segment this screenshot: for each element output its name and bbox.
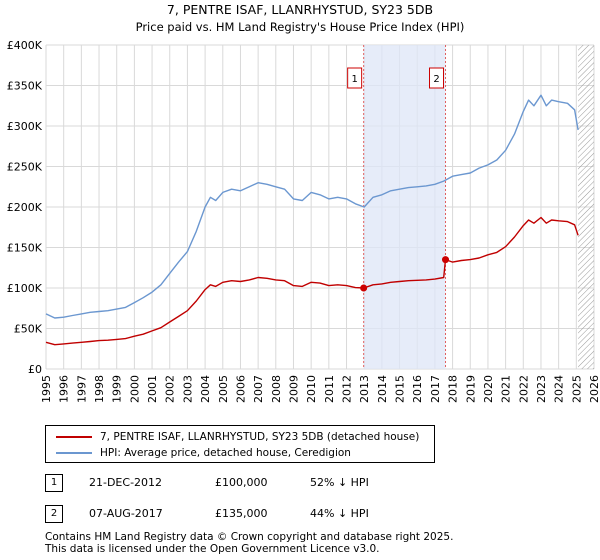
sale-marker-2 (442, 256, 450, 264)
y-tick-label-5: £250K (7, 161, 43, 174)
legend: 7, PENTRE ISAF, LLANRHYSTUD, SY23 5DB (d… (45, 425, 435, 463)
sale-hpi-1: 52% ↓ HPI (310, 476, 369, 489)
sale-hpi-2: 44% ↓ HPI (310, 507, 369, 520)
chart-subtitle: Price paid vs. HM Land Registry's House … (136, 20, 465, 34)
x-tick-label-2: 1997 (75, 375, 88, 403)
x-tick-label-1: 1996 (58, 375, 71, 403)
y-tick-label-6: £300K (7, 120, 43, 133)
x-tick-label-25: 2020 (482, 375, 495, 403)
x-tick-label-27: 2022 (517, 375, 530, 403)
sale-badge-1: 1 (45, 474, 63, 492)
legend-label-property: 7, PENTRE ISAF, LLANRHYSTUD, SY23 5DB (d… (100, 431, 420, 443)
footer-licence: This data is licensed under the Open Gov… (45, 543, 380, 555)
x-tick-label-0: 1995 (40, 375, 53, 403)
sale-label-box-1 (347, 67, 363, 89)
x-tick-label-13: 2008 (270, 375, 283, 403)
y-tick-label-8: £400K (7, 39, 43, 52)
x-tick-label-29: 2024 (553, 375, 566, 403)
x-tick-label-26: 2021 (500, 375, 513, 403)
y-tick-label-4: £200K (7, 201, 43, 214)
x-tick-label-21: 2016 (411, 375, 424, 403)
sale-label-text-1: 1 (351, 74, 357, 85)
x-tick-label-6: 2001 (146, 375, 159, 403)
x-tick-label-16: 2011 (323, 375, 336, 403)
property-price-line (45, 216, 579, 346)
y-tick-label-2: £100K (7, 282, 43, 295)
x-axis-ticks: 1995 1996 1997 1998 1999 2000 2001 2002 2003 2004… (40, 375, 600, 403)
x-tick-label-15: 2010 (305, 375, 318, 403)
x-tick-label-8: 2003 (181, 375, 194, 403)
sale-badge-2: 2 (45, 505, 63, 523)
x-tick-label-22: 2017 (429, 375, 442, 403)
hpi-line (45, 94, 579, 319)
x-tick-label-3: 1998 (93, 375, 106, 403)
sale-price-1: £100,000 (215, 476, 268, 489)
sale-date-2: 07-AUG-2017 (89, 507, 163, 520)
x-tick-label-24: 2019 (464, 375, 477, 403)
price-chart: 7, PENTRE ISAF, LLANRHYSTUD, SY23 5DB Pr… (7, 2, 600, 403)
forecast-hatch-region (578, 45, 594, 369)
x-tick-label-19: 2014 (376, 375, 389, 403)
x-tick-label-11: 2006 (234, 375, 247, 403)
sale-price-2: £135,000 (215, 507, 268, 520)
x-tick-label-18: 2013 (358, 375, 371, 403)
y-tick-label-3: £150K (7, 242, 43, 255)
chart-title: 7, PENTRE ISAF, LLANRHYSTUD, SY23 5DB (167, 2, 433, 17)
y-axis-ticks: £0 £50K £100K £150K £200K £250K £300K £350K £400… (7, 39, 43, 376)
footer-copyright: Contains HM Land Registry data © Crown c… (45, 531, 454, 543)
sale-label-box-2 (429, 67, 445, 89)
x-tick-label-14: 2009 (287, 375, 300, 403)
legend-swatch-property (56, 436, 92, 438)
sale-row-1: 1 21-DEC-2012 £100,000 52% ↓ HPI (45, 474, 445, 492)
legend-swatch-hpi (56, 452, 92, 454)
x-tick-label-12: 2007 (252, 375, 265, 403)
legend-label-hpi: HPI: Average price, detached house, Cere… (100, 447, 351, 459)
sale-markers (360, 256, 450, 292)
gridlines (45, 44, 595, 370)
x-tick-label-7: 2002 (164, 375, 177, 403)
x-tick-label-10: 2005 (217, 375, 230, 403)
x-tick-label-4: 1999 (111, 375, 124, 403)
sale-period-region (363, 45, 446, 369)
y-tick-label-7: £350K (7, 80, 43, 93)
sale-label-text-2: 2 (433, 74, 439, 85)
sale-label-2: 2 (429, 67, 445, 89)
y-tick-label-1: £50K (14, 323, 43, 336)
x-tick-label-30: 2025 (570, 375, 583, 403)
sale-label-1: 1 (347, 67, 363, 89)
sale-date-1: 21-DEC-2012 (89, 476, 163, 489)
footer: Contains HM Land Registry data © Crown c… (45, 531, 453, 555)
x-tick-label-5: 2000 (128, 375, 141, 403)
sale-marker-1 (360, 284, 368, 292)
x-tick-label-9: 2004 (199, 375, 212, 403)
sale-row-2: 2 07-AUG-2017 £135,000 44% ↓ HPI (45, 505, 445, 523)
x-tick-label-28: 2023 (535, 375, 548, 403)
series-lines (45, 94, 579, 346)
x-tick-label-17: 2012 (341, 375, 354, 403)
y-tick-label-0: £0 (28, 363, 42, 376)
x-tick-label-31: 2026 (588, 375, 600, 403)
x-tick-label-23: 2018 (447, 375, 460, 403)
x-tick-label-20: 2015 (394, 375, 407, 403)
